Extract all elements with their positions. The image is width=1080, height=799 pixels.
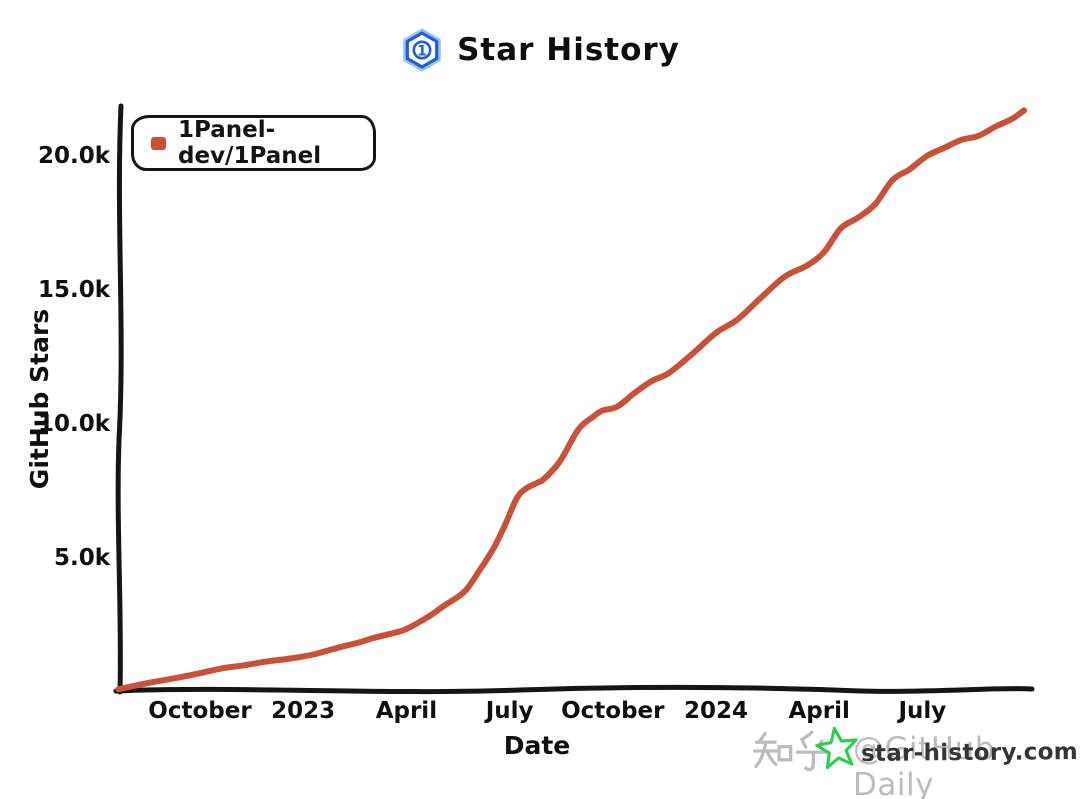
y-axis-tick-labels: 5.0k 10.0k 15.0k 20.0k: [18, 0, 110, 799]
legend-series-marker: [151, 136, 166, 150]
x-axis-tick-label: July: [898, 698, 947, 724]
x-axis-tick-label: July: [485, 698, 534, 724]
x-axis-line: [113, 684, 1035, 695]
one-panel-hexagon-icon: 1: [403, 28, 441, 72]
y-axis-tick-label: 15.0k: [37, 277, 110, 303]
series-line-1panel: [115, 107, 1027, 693]
x-axis-tick-label: April: [375, 698, 438, 724]
page-title: Star History: [457, 32, 680, 68]
y-axis-tick-label: 5.0k: [53, 545, 110, 571]
x-axis-tick-label: October: [561, 698, 665, 724]
zhihu-zhi-glyph: [753, 731, 793, 769]
y-axis-title: GitHub Stars: [25, 308, 54, 490]
zhihu-watermark-text: @GitHub Daily: [853, 731, 995, 799]
star-history-watermark-text: star-history.com: [860, 739, 1079, 767]
legend-box: 1Panel-dev/1Panel: [131, 115, 376, 171]
y-axis-tick-label: 10.0k: [37, 411, 110, 437]
x-axis-tick-label: April: [788, 698, 850, 724]
x-axis-title: Date: [503, 731, 571, 760]
y-axis-line: [115, 103, 124, 695]
x-axis-tick-label: 2024: [683, 698, 748, 724]
chart-title-row: 1 Star History: [0, 28, 1080, 72]
star-history-star-icon: [815, 726, 858, 770]
x-axis-tick-label: 2023: [271, 698, 336, 724]
legend-series-label: 1Panel-dev/1Panel: [178, 117, 322, 169]
x-axis-tick-label: October: [148, 698, 252, 724]
svg-text:1: 1: [417, 44, 427, 60]
y-axis-tick-label: 20.0k: [37, 143, 110, 169]
x-axis-tick-labels: October 2023 April July October 2024 April July: [0, 698, 1080, 728]
